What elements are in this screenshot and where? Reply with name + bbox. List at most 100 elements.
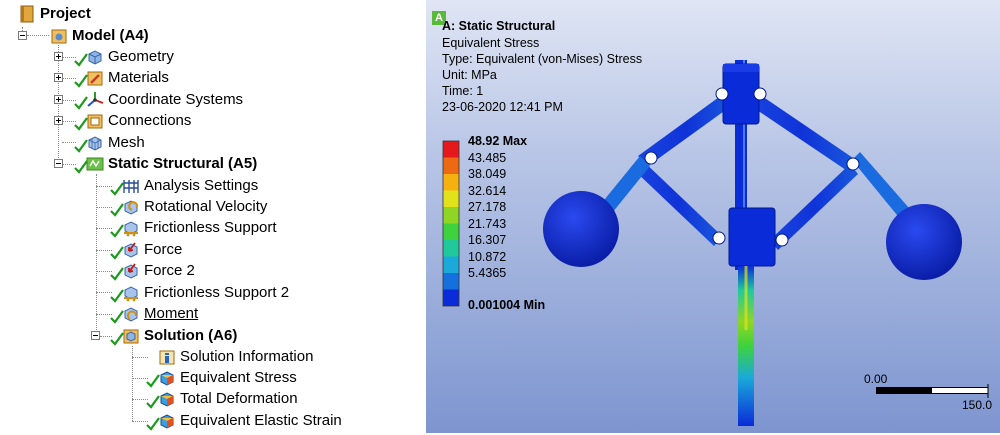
tree-item-label: Frictionless Support 2 bbox=[144, 283, 290, 301]
tree-item-total-deformation[interactable]: Total Deformation bbox=[146, 388, 298, 409]
pin bbox=[644, 151, 658, 165]
legend-swatch bbox=[443, 273, 459, 290]
tree-guide bbox=[132, 399, 148, 400]
tree-guide bbox=[27, 35, 49, 36]
pin bbox=[775, 233, 789, 247]
upper-arm-right bbox=[748, 92, 856, 170]
lower-link-right bbox=[770, 164, 858, 250]
static-structural-icon bbox=[86, 155, 104, 173]
tree-item-coordinate-systems[interactable]: Coordinate Systems bbox=[74, 89, 243, 110]
tree-guide bbox=[132, 346, 133, 421]
mesh-icon bbox=[86, 134, 104, 152]
expand-connections-toggle[interactable] bbox=[54, 116, 63, 125]
tree-item-label: Total Deformation bbox=[180, 389, 298, 407]
lower-sleeve bbox=[728, 207, 776, 267]
graphics-viewport[interactable]: A A: Static Structural Equivalent Stress… bbox=[426, 0, 1000, 433]
tree-item-static-structural[interactable]: Static Structural (A5) bbox=[74, 153, 257, 174]
tree-item-analysis-settings[interactable]: Analysis Settings bbox=[110, 175, 258, 196]
tree-item-equivalent-stress[interactable]: Equivalent Stress bbox=[146, 367, 297, 388]
tree-guide bbox=[58, 45, 59, 164]
collapse-static-structural-toggle[interactable] bbox=[54, 159, 63, 168]
model-render bbox=[442, 60, 989, 426]
geometry-icon bbox=[86, 48, 104, 66]
upper-arm-left bbox=[638, 92, 734, 166]
scale-start-label: 0.00 bbox=[864, 372, 888, 386]
tree-item-label: Project bbox=[40, 4, 91, 22]
tree-guide bbox=[96, 186, 112, 187]
shaft-lower bbox=[738, 266, 754, 426]
tree-item-solution-information[interactable]: Solution Information bbox=[146, 346, 313, 367]
tree-item-label: Force bbox=[144, 240, 183, 258]
tree-item-label: Equivalent Elastic Strain bbox=[180, 411, 342, 429]
tree-guide bbox=[96, 174, 97, 336]
upper-collar-top bbox=[723, 64, 759, 72]
tree-guide bbox=[62, 121, 76, 122]
tree-guide bbox=[132, 357, 148, 358]
result-time: Time: 1 bbox=[442, 84, 484, 98]
tree-guide bbox=[132, 421, 148, 422]
tree-guide bbox=[100, 336, 112, 337]
legend-swatch bbox=[443, 157, 459, 174]
tree-item-materials[interactable]: Materials bbox=[74, 67, 169, 88]
check-icon bbox=[146, 373, 160, 388]
tree-item-force-2[interactable]: Force 2 bbox=[110, 260, 195, 281]
legend-swatch bbox=[443, 289, 459, 306]
tree-item-moment[interactable]: Moment bbox=[110, 303, 198, 324]
tree-item-label: Solution (A6) bbox=[144, 326, 238, 344]
rotational-velocity-icon bbox=[122, 198, 140, 216]
expand-coordinate-systems-toggle[interactable] bbox=[54, 95, 63, 104]
fly-ball-left bbox=[543, 191, 619, 267]
force-icon bbox=[122, 262, 140, 280]
tree-guide bbox=[96, 292, 112, 293]
legend-swatch bbox=[443, 240, 459, 257]
collapse-model-toggle[interactable] bbox=[18, 31, 27, 40]
legend-value-label: 38.049 bbox=[468, 167, 507, 181]
legend-min-label: 0.001004 Min bbox=[468, 298, 546, 312]
check-icon bbox=[74, 73, 88, 88]
check-icon bbox=[74, 52, 88, 67]
tree-guide bbox=[96, 207, 112, 208]
frictionless-support-icon bbox=[122, 284, 140, 302]
tree-item-label: Solution Information bbox=[180, 347, 314, 365]
scale-end-label: 150.0 bbox=[962, 398, 993, 412]
tree-item-equivalent-elastic-strain[interactable]: Equivalent Elastic Strain bbox=[146, 410, 342, 431]
tree-item-frictionless-support[interactable]: Frictionless Support bbox=[110, 217, 277, 238]
tree-item-connections[interactable]: Connections bbox=[74, 110, 191, 131]
legend-value-label: 43.485 bbox=[468, 151, 507, 165]
check-icon bbox=[110, 266, 124, 281]
tree-item-force[interactable]: Force bbox=[110, 239, 182, 260]
check-icon bbox=[74, 159, 88, 174]
tree-item-mesh[interactable]: Mesh bbox=[74, 132, 145, 153]
legend-swatch bbox=[443, 190, 459, 207]
legend-value-label: 16.307 bbox=[468, 233, 507, 247]
result-type: Type: Equivalent (von-Mises) Stress bbox=[442, 52, 643, 66]
result-icon bbox=[158, 390, 176, 408]
expand-materials-toggle[interactable] bbox=[54, 73, 63, 82]
check-icon bbox=[110, 288, 124, 303]
legend-colorbar bbox=[442, 140, 460, 307]
collapse-solution-toggle[interactable] bbox=[91, 331, 100, 340]
tree-item-solution[interactable]: Solution (A6) bbox=[110, 325, 237, 346]
expand-geometry-toggle[interactable] bbox=[54, 52, 63, 61]
legend-swatch bbox=[443, 223, 459, 240]
tree-item-geometry[interactable]: Geometry bbox=[74, 46, 174, 67]
tree-item-frictionless-support-2[interactable]: Frictionless Support 2 bbox=[110, 282, 289, 303]
result-timestamp: 23-06-2020 12:41 PM bbox=[442, 100, 563, 114]
legend-swatch bbox=[443, 174, 459, 191]
tree-item-rotational-velocity[interactable]: Rotational Velocity bbox=[110, 196, 267, 217]
legend-swatch bbox=[443, 207, 459, 224]
force-icon bbox=[122, 241, 140, 259]
result-icon bbox=[158, 369, 176, 387]
fly-ball-right bbox=[886, 204, 962, 280]
tree-item-label: Coordinate Systems bbox=[108, 90, 244, 108]
tree-item-model[interactable]: Model (A4) bbox=[50, 25, 149, 46]
tree-item-label: Materials bbox=[108, 68, 169, 86]
legend-max-label: 48.92 Max bbox=[468, 134, 528, 148]
legend-swatch bbox=[443, 141, 459, 158]
tree-item-project[interactable]: Project bbox=[18, 3, 91, 24]
tree-item-label: Rotational Velocity bbox=[144, 197, 268, 215]
analysis-badge: A bbox=[432, 11, 446, 25]
tree-item-label: Mesh bbox=[108, 133, 145, 151]
check-icon bbox=[146, 394, 160, 409]
model-icon bbox=[50, 27, 68, 45]
